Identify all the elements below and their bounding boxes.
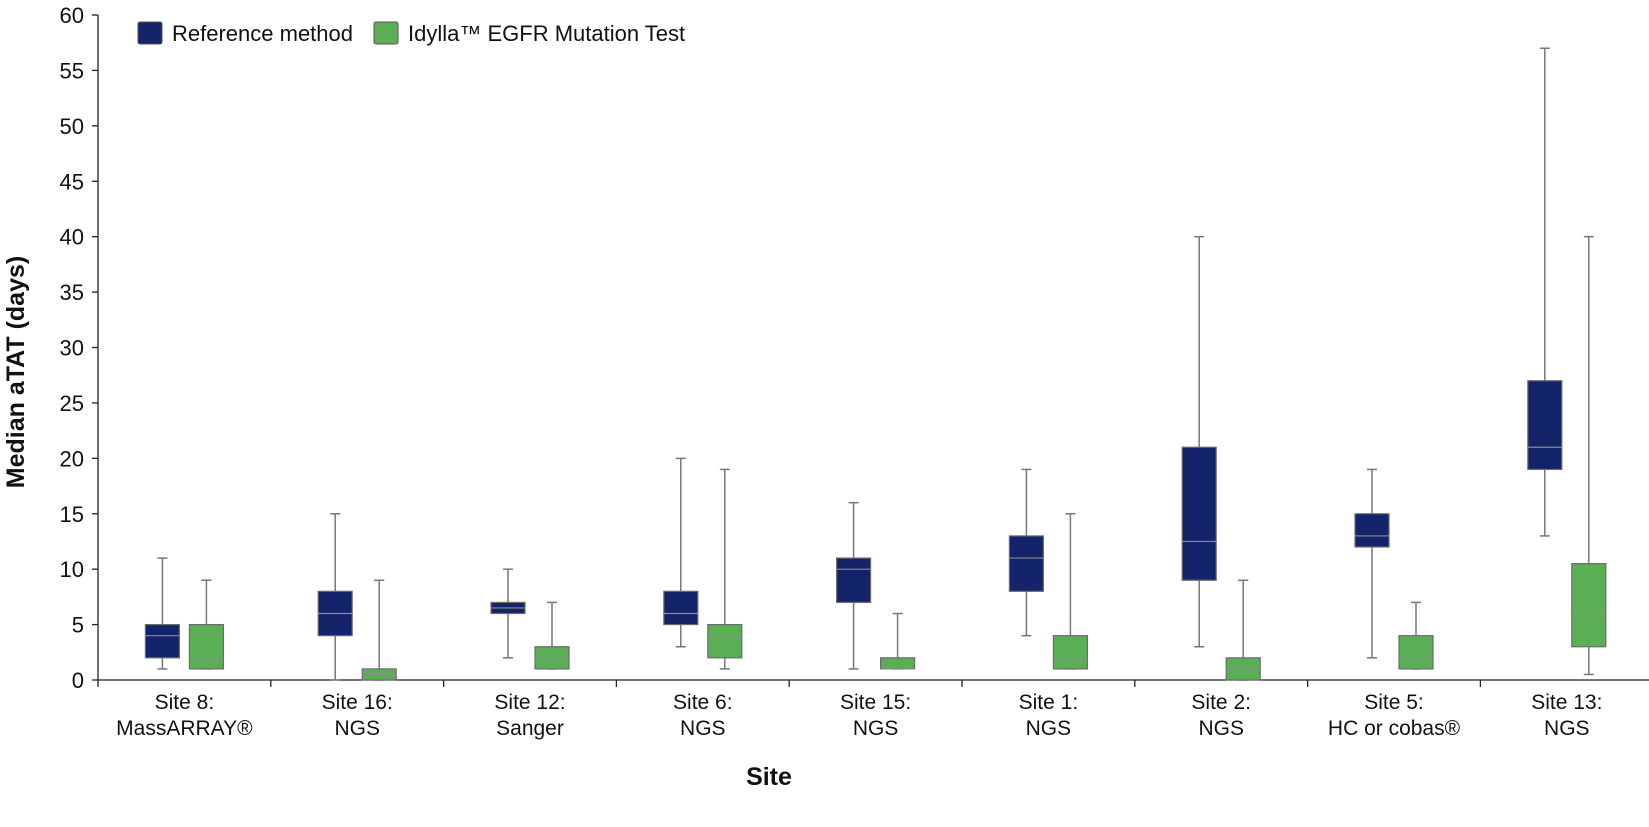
legend: Reference method Idylla™ EGFR Mutation Te… [137,21,685,46]
y-tick-label: 0 [72,668,84,693]
box-iqr [707,623,743,659]
y-tick-label: 55 [60,58,84,83]
legend-label: Reference method [172,21,353,46]
box-iqr [1181,446,1217,581]
x-category-label: Site 5: [1364,691,1424,714]
y-axis-title: Median aTAT (days) [2,256,30,488]
x-category-label: HC or cobas® [1328,717,1461,740]
x-category-label: NGS [1544,717,1590,740]
x-category-label: NGS [680,717,726,740]
box-idylla [1398,601,1434,670]
box-iqr [188,623,224,670]
legend-label: Idylla™ EGFR Mutation Test [408,21,685,46]
box-reference [1008,468,1045,637]
box-reference [663,457,699,648]
box-reference [1527,47,1563,537]
y-tick-label: 20 [60,446,84,471]
x-category-label: Site 15: [840,691,911,714]
x-category-label: NGS [1026,717,1072,740]
x-category-label: Sanger [496,717,564,740]
x-axis: Site 8: MassARRAY® Site 16: NGS Site 12: Sang… [97,679,1649,740]
box-idylla [188,579,224,670]
legend-item: Idylla™ EGFR Mutation Test [373,21,685,46]
x-category-label: Site 16: [322,691,393,714]
y-tick-label: 15 [60,502,84,527]
box-iqr [1052,635,1089,670]
legend-item: Reference method [137,21,353,46]
box-reference [144,557,180,670]
x-category-label: Site 12: [494,691,565,714]
legend-swatch [373,21,399,45]
x-category-label: NGS [1198,717,1244,740]
box-iqr [879,657,916,670]
y-axis: 0 5 10 15 20 25 30 35 40 45 50 55 60 [60,3,99,693]
x-category-label: Site 8: [155,691,215,714]
x-category-label: Site 6: [673,691,733,714]
x-category-label: NGS [334,717,380,740]
box-idylla [707,468,743,670]
y-tick-label: 35 [60,280,84,305]
box-reference [1181,235,1217,648]
plot-area [144,47,1607,681]
box-reference [1354,468,1390,659]
x-category-label: MassARRAY® [116,717,253,740]
y-tick-label: 10 [60,557,84,582]
box-idylla [879,612,916,670]
x-category-label: Site 1: [1019,691,1079,714]
box-iqr [835,557,872,604]
box-iqr [663,590,699,626]
box-idylla [1225,579,1261,681]
x-category-label: Site 2: [1191,691,1251,714]
box-reference [490,568,526,659]
y-tick-label: 40 [60,225,84,250]
x-category-label: NGS [853,717,899,740]
y-tick-label: 25 [60,391,84,416]
x-category-label: Site 13: [1531,691,1602,714]
box-iqr [1527,380,1563,471]
box-idylla [361,579,397,681]
y-tick-label: 45 [60,169,84,194]
box-iqr [1008,535,1045,592]
box-reference [317,513,353,681]
box-idylla [1571,235,1607,676]
y-tick-label: 50 [60,114,84,139]
y-tick-label: 5 [72,613,84,638]
y-tick-label: 30 [60,336,84,361]
box-iqr [144,623,180,659]
x-axis-title: Site [746,763,792,791]
box-iqr [1354,513,1390,548]
box-idylla [534,601,570,670]
legend-swatch [137,21,163,45]
box-iqr [1398,635,1434,670]
box-iqr [1571,563,1607,648]
box-reference [835,501,872,670]
y-tick-label: 60 [60,3,84,28]
box-idylla [1052,513,1089,670]
